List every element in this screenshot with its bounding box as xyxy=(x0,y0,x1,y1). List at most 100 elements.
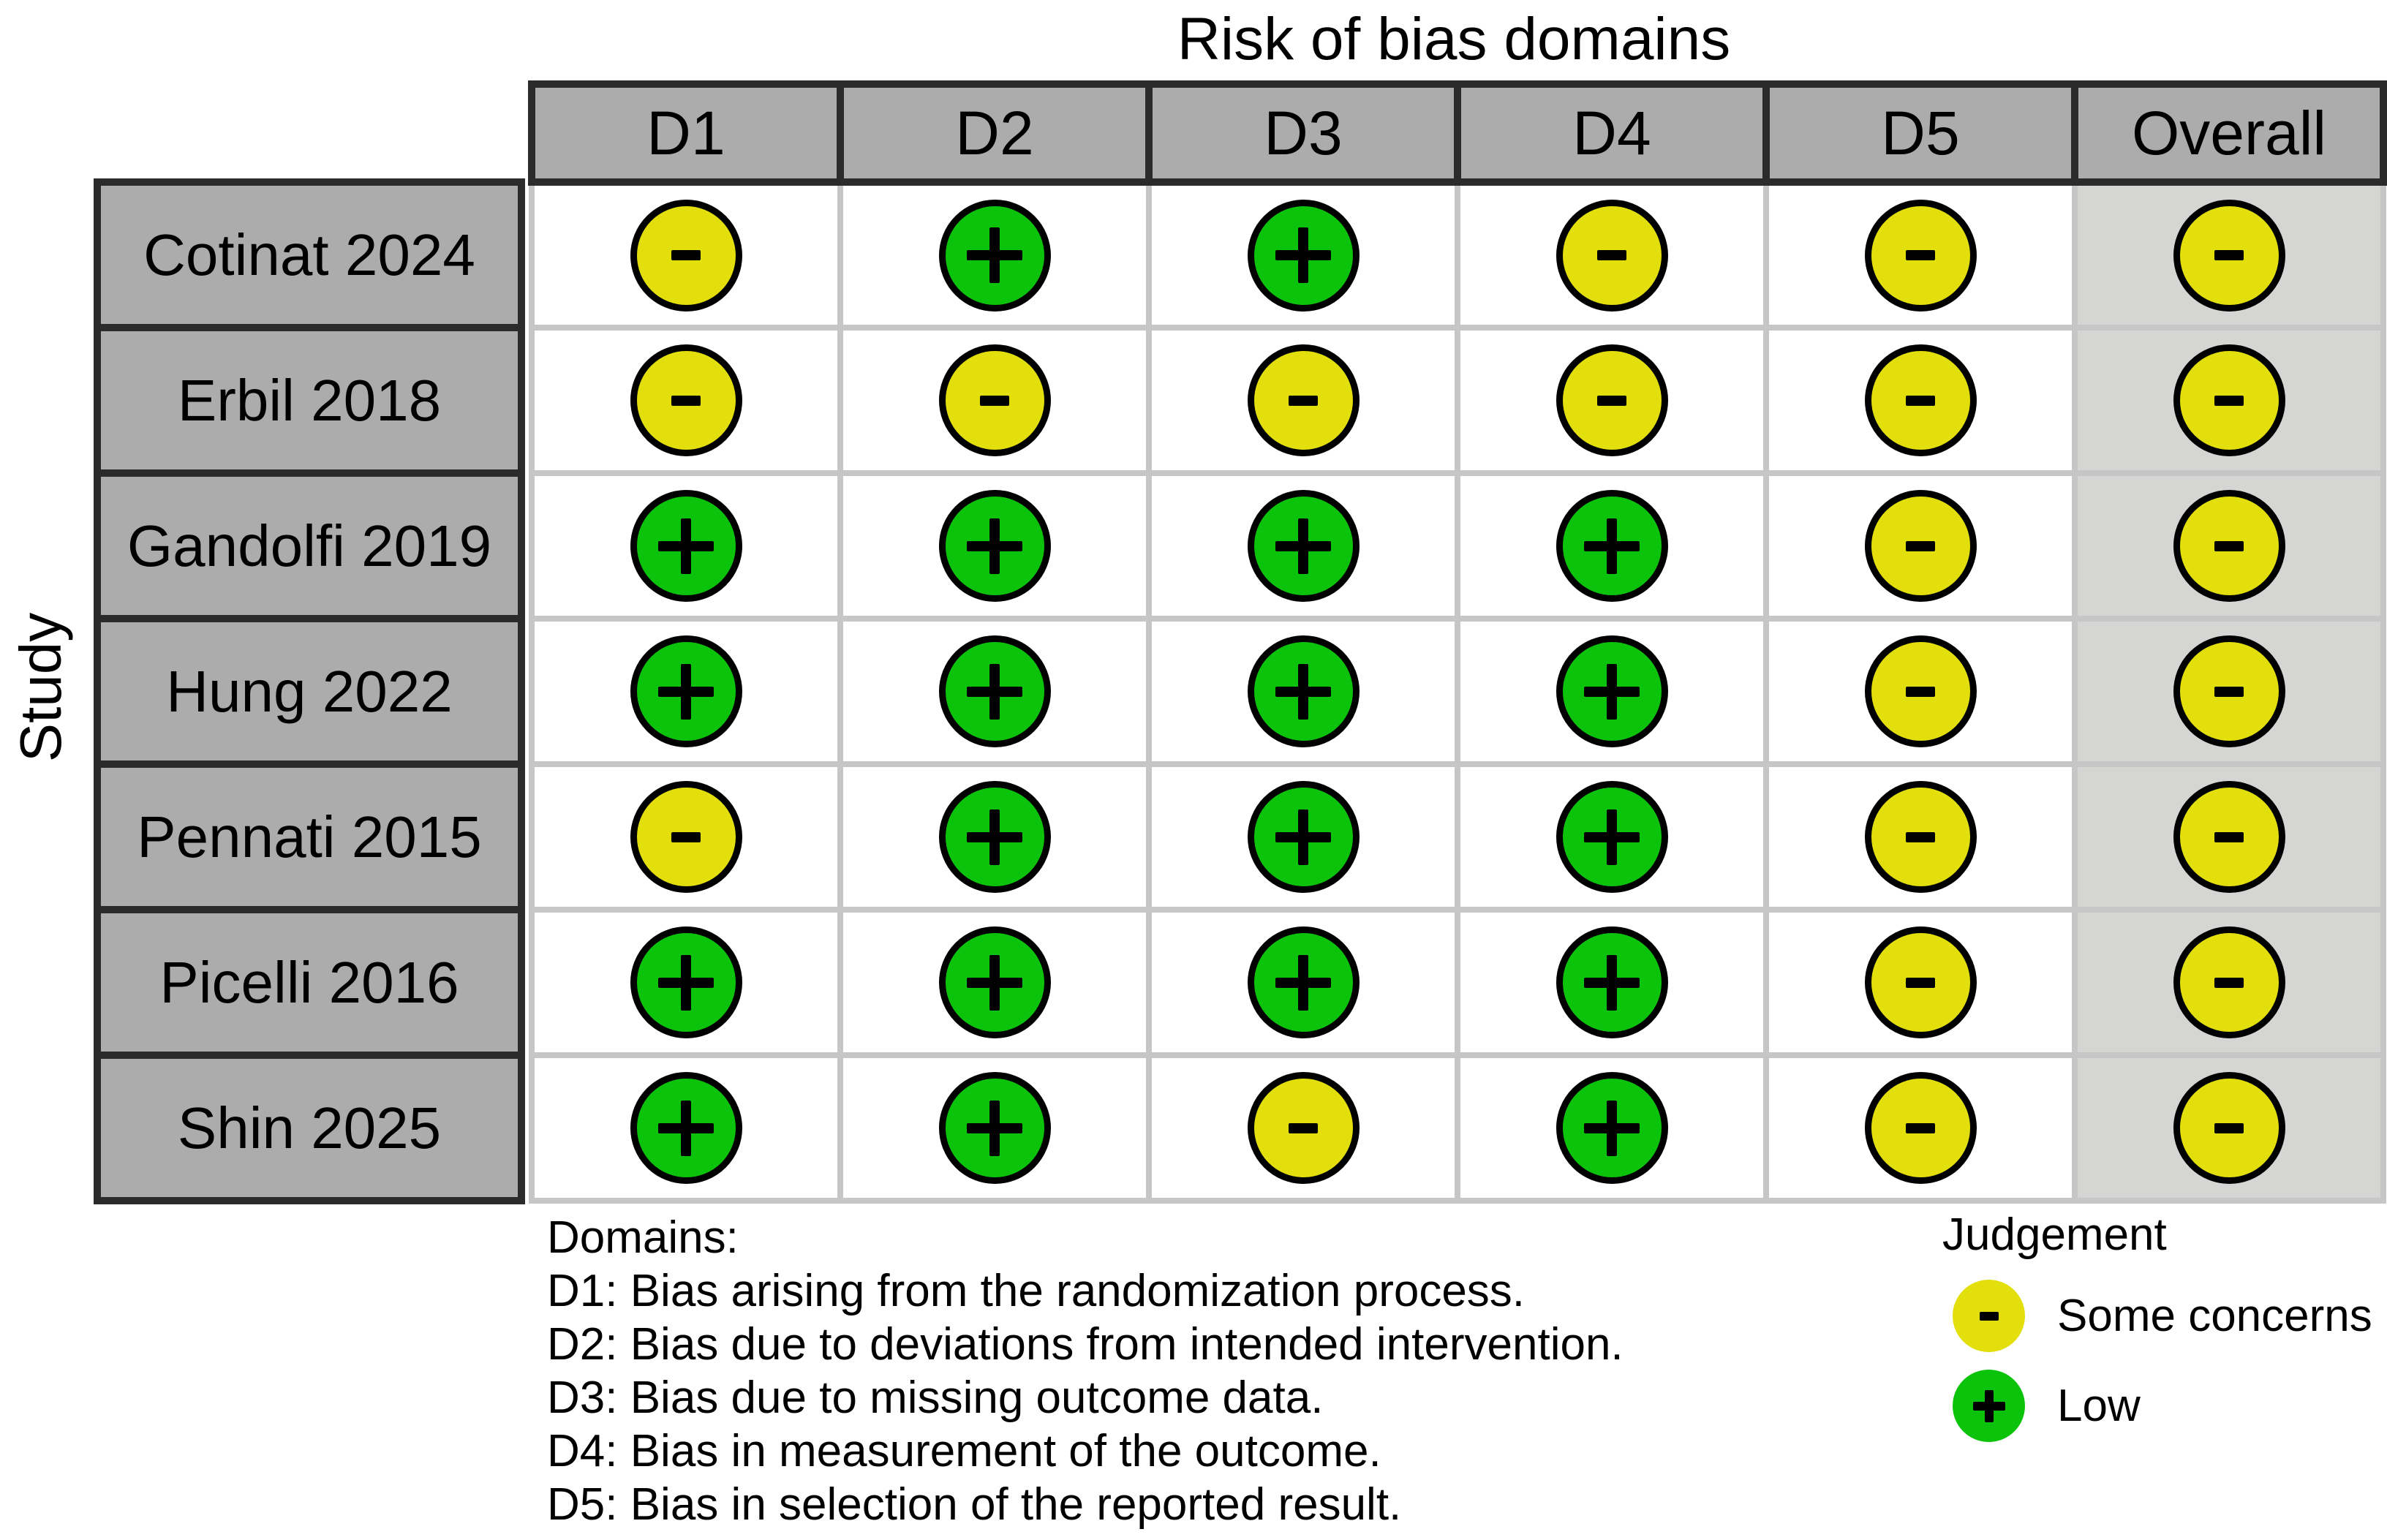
study-row: Cotinat 2024 xyxy=(94,178,2386,331)
judgement-circle xyxy=(1555,926,1668,1038)
judgement-cell xyxy=(1763,907,2078,1058)
judgement-symbol xyxy=(1906,977,1935,988)
judgement-symbol xyxy=(1979,1311,1999,1321)
judgement-cell xyxy=(1763,1052,2078,1204)
judgement-circle xyxy=(630,635,742,747)
judgement-symbol xyxy=(2214,250,2244,260)
judgement-cell xyxy=(1146,1052,1460,1204)
column-header-d2: D2 xyxy=(837,80,1153,186)
judgement-circle xyxy=(1864,344,1977,456)
judgement-symbol xyxy=(2214,395,2244,406)
judgement-cell xyxy=(1763,470,2078,622)
judgement-cell xyxy=(529,616,843,767)
judgement-cell xyxy=(837,907,1152,1058)
judgement-cell xyxy=(837,179,1152,331)
judgement-cell xyxy=(1455,761,1769,913)
judgement-symbol xyxy=(989,809,1000,865)
judgement-cell xyxy=(1763,325,2078,476)
judgement-circle xyxy=(1555,199,1668,312)
legend-judgement-circle xyxy=(1953,1280,2025,1352)
judgement-cell xyxy=(1763,616,2078,767)
judgement-cell xyxy=(1146,907,1460,1058)
judgement-symbol xyxy=(1906,1122,1935,1133)
judgement-cell-overall xyxy=(2072,470,2386,622)
judgement-cell xyxy=(837,325,1152,476)
judgement-cell xyxy=(1146,470,1460,622)
judgement-circle xyxy=(938,490,1051,602)
judgement-symbol xyxy=(1607,663,1617,720)
judgement-symbol xyxy=(2214,977,2244,988)
footnote-line-d4: D4: Bias in measurement of the outcome. xyxy=(547,1426,1381,1476)
judgement-circle xyxy=(1555,781,1668,893)
judgement-circle xyxy=(2173,781,2285,893)
study-row: Erbil 2018 xyxy=(94,324,2386,477)
judgement-circle xyxy=(938,199,1051,312)
chart-title: Risk of bias domains xyxy=(1177,6,1731,72)
legend-entry-low: Low xyxy=(1942,1370,2372,1442)
judgement-circle xyxy=(1864,781,1977,893)
study-row: Pennati 2015 xyxy=(94,760,2386,913)
spacer-cell xyxy=(521,764,532,910)
judgement-symbol xyxy=(1607,954,1617,1011)
judgement-symbol xyxy=(681,518,691,574)
judgement-symbol xyxy=(980,395,1009,406)
column-header-overall: Overall xyxy=(2071,80,2387,186)
judgement-symbol xyxy=(1597,250,1626,260)
legend-judgement-circle xyxy=(1953,1370,2025,1442)
judgement-cell xyxy=(529,907,843,1058)
judgement-symbol xyxy=(1607,809,1617,865)
judgement-circle xyxy=(938,781,1051,893)
judgement-symbol xyxy=(681,1100,691,1156)
judgement-symbol xyxy=(1597,395,1626,406)
judgement-symbol xyxy=(2214,1122,2244,1133)
y-axis-label: Study xyxy=(8,612,73,763)
judgement-cell xyxy=(529,325,843,476)
judgement-symbol xyxy=(671,395,701,406)
judgement-symbol xyxy=(1906,250,1935,260)
study-label: Erbil 2018 xyxy=(94,324,525,477)
footnote-line-d3: D3: Bias due to missing outcome data. xyxy=(547,1373,1324,1423)
judgement-circle xyxy=(630,344,742,456)
judgement-circle xyxy=(630,781,742,893)
judgement-circle xyxy=(630,199,742,312)
judgement-circle xyxy=(630,926,742,1038)
judgement-circle xyxy=(1555,635,1668,747)
study-label: Shin 2025 xyxy=(94,1052,525,1204)
corner-cell xyxy=(97,84,521,182)
legend-entry-some-concerns: Some concerns xyxy=(1942,1280,2372,1352)
judgement-symbol xyxy=(1289,1122,1318,1133)
judgement-symbol xyxy=(1289,395,1318,406)
domains-footnote: Domains: D1: Bias arising from the rando… xyxy=(547,1211,1624,1531)
judgement-circle xyxy=(1247,926,1360,1038)
study-row: Hung 2022 xyxy=(94,615,2386,768)
legend: Judgement Some concerns Low xyxy=(1942,1208,2372,1442)
spacer-cell xyxy=(521,473,532,619)
judgement-circle xyxy=(1555,344,1668,456)
judgement-symbol xyxy=(1906,686,1935,697)
judgement-cell xyxy=(1455,907,1769,1058)
judgement-symbol xyxy=(989,227,1000,283)
judgement-cell-overall xyxy=(2072,1052,2386,1204)
judgement-cell xyxy=(1455,616,1769,767)
footnote-line-d2: D2: Bias due to deviations from intended… xyxy=(547,1319,1624,1370)
column-header-d3: D3 xyxy=(1145,80,1461,186)
judgement-cell xyxy=(1455,470,1769,622)
study-label: Gandolfi 2019 xyxy=(94,469,525,622)
judgement-symbol xyxy=(2214,686,2244,697)
judgement-symbol xyxy=(1607,1100,1617,1156)
column-header-d5: D5 xyxy=(1762,80,2078,186)
judgement-symbol xyxy=(989,1100,1000,1156)
judgement-symbol xyxy=(2214,540,2244,551)
judgement-circle xyxy=(938,926,1051,1038)
spacer-cell xyxy=(521,328,532,473)
column-header-d4: D4 xyxy=(1454,80,1770,186)
judgement-cell-overall xyxy=(2072,616,2386,767)
judgement-symbol xyxy=(681,954,691,1011)
judgement-cell xyxy=(1763,179,2078,331)
judgement-symbol xyxy=(671,831,701,842)
judgement-cell xyxy=(1455,179,1769,331)
judgement-symbol xyxy=(1298,663,1308,720)
footnote-line-d1: D1: Bias arising from the randomization … xyxy=(547,1266,1526,1316)
study-label: Pennati 2015 xyxy=(94,760,525,913)
judgement-cell xyxy=(1455,1052,1769,1204)
